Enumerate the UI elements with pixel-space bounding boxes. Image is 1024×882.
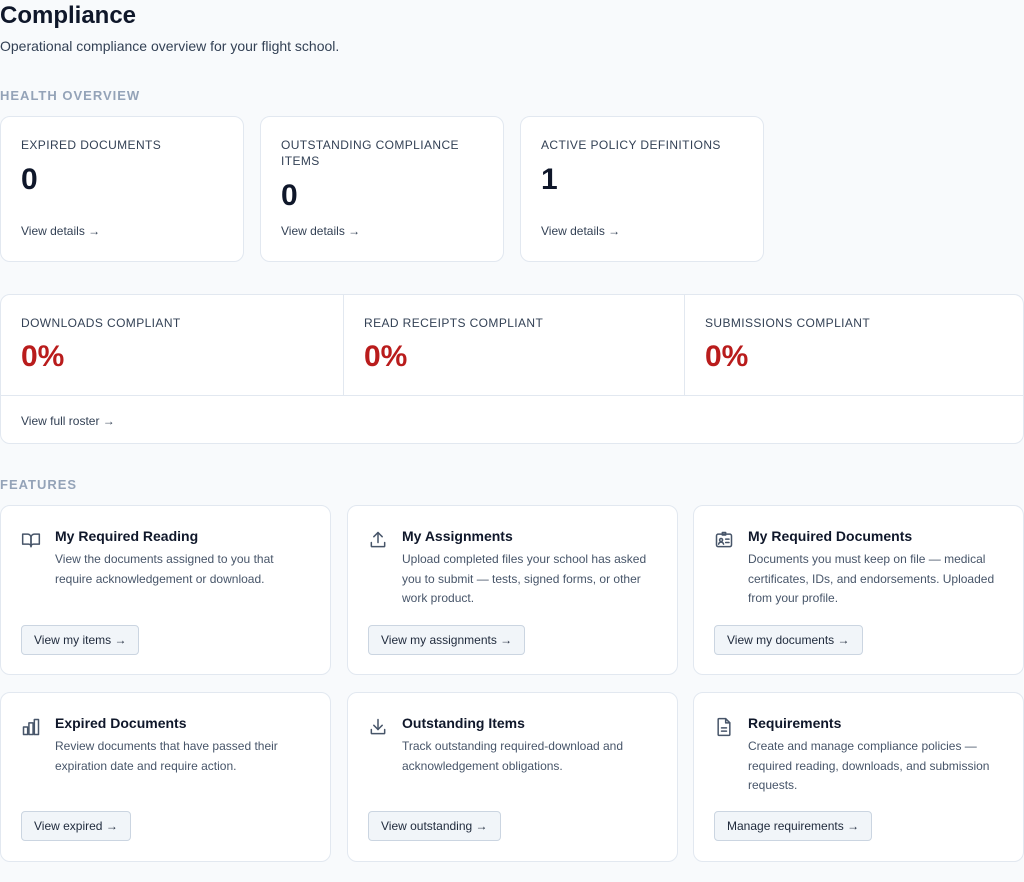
- read-receipts-compliant-metric: READ RECEIPTS COMPLIANT 0%: [343, 295, 684, 395]
- book-open-icon: [21, 530, 41, 550]
- feature-card-requirements: Requirements Create and manage complianc…: [693, 692, 1024, 862]
- health-overview-label: HEALTH OVERVIEW: [0, 88, 141, 103]
- file-text-icon: [714, 717, 734, 737]
- view-expired-button[interactable]: View expired →: [21, 811, 131, 841]
- view-my-items-button[interactable]: View my items →: [21, 625, 140, 655]
- feature-title: My Required Reading: [55, 528, 199, 544]
- feature-description: Upload completed files your school has a…: [402, 552, 647, 605]
- stat-value: 0: [281, 179, 298, 212]
- manage-requirements-button[interactable]: Manage requirements →: [714, 811, 873, 841]
- view-details-link[interactable]: View details →: [541, 224, 621, 238]
- stat-value: 0: [21, 163, 38, 196]
- submissions-compliant-metric: SUBMISSIONS COMPLIANT 0%: [684, 295, 1023, 395]
- page-subtitle: Operational compliance overview for your…: [0, 38, 340, 54]
- metric-value: 0%: [364, 340, 408, 373]
- active-policy-card: ACTIVE POLICY DEFINITIONS 1 View details…: [520, 116, 764, 262]
- compliance-roster-card: DOWNLOADS COMPLIANT 0% READ RECEIPTS COM…: [0, 294, 1024, 444]
- feature-card-required-reading: My Required Reading View the documents a…: [0, 505, 331, 675]
- upload-icon: [368, 530, 388, 550]
- metric-label: SUBMISSIONS COMPLIANT: [705, 316, 871, 330]
- metric-label: DOWNLOADS COMPLIANT: [21, 316, 181, 330]
- feature-description: Track outstanding required-download and …: [402, 739, 624, 773]
- metric-value: 0%: [705, 340, 749, 373]
- metric-label: READ RECEIPTS COMPLIANT: [364, 316, 544, 330]
- feature-title: Requirements: [748, 715, 842, 731]
- feature-title: Expired Documents: [55, 715, 187, 731]
- stat-label: ACTIVE POLICY DEFINITIONS: [541, 138, 721, 152]
- feature-card-assignments: My Assignments Upload completed files yo…: [347, 505, 678, 675]
- stat-label: OUTSTANDING COMPLIANCE ITEMS: [281, 138, 459, 168]
- feature-card-required-documents: My Required Documents Documents you must…: [693, 505, 1024, 675]
- expired-documents-card: EXPIRED DOCUMENTS 0 View details →: [0, 116, 244, 262]
- outstanding-compliance-card: OUTSTANDING COMPLIANCE ITEMS 0 View deta…: [260, 116, 504, 262]
- view-details-link[interactable]: View details →: [281, 224, 361, 238]
- view-full-roster-link[interactable]: View full roster →: [21, 414, 115, 428]
- divider: [1, 395, 1023, 396]
- feature-title: My Assignments: [402, 528, 513, 544]
- id-card-icon: [714, 530, 734, 550]
- page-title: Compliance: [0, 2, 137, 29]
- feature-description: Create and manage compliance policies — …: [748, 739, 990, 792]
- stat-value: 1: [541, 163, 558, 196]
- downloads-compliant-metric: DOWNLOADS COMPLIANT 0%: [1, 295, 343, 395]
- feature-description: View the documents assigned to you that …: [55, 552, 274, 586]
- metric-value: 0%: [21, 340, 65, 373]
- view-details-link[interactable]: View details →: [21, 224, 101, 238]
- feature-description: Review documents that have passed their …: [55, 739, 278, 773]
- bar-chart-icon: [21, 717, 41, 737]
- feature-card-expired-documents: Expired Documents Review documents that …: [0, 692, 331, 862]
- feature-title: Outstanding Items: [402, 715, 525, 731]
- feature-card-outstanding-items: Outstanding Items Track outstanding requ…: [347, 692, 678, 862]
- features-label: FEATURES: [0, 477, 78, 492]
- view-my-documents-button[interactable]: View my documents →: [714, 625, 863, 655]
- view-my-assignments-button[interactable]: View my assignments →: [368, 625, 526, 655]
- feature-description: Documents you must keep on file — medica…: [748, 552, 995, 605]
- download-icon: [368, 717, 388, 737]
- view-outstanding-button[interactable]: View outstanding →: [368, 811, 501, 841]
- stat-label: EXPIRED DOCUMENTS: [21, 138, 162, 152]
- feature-title: My Required Documents: [748, 528, 913, 544]
